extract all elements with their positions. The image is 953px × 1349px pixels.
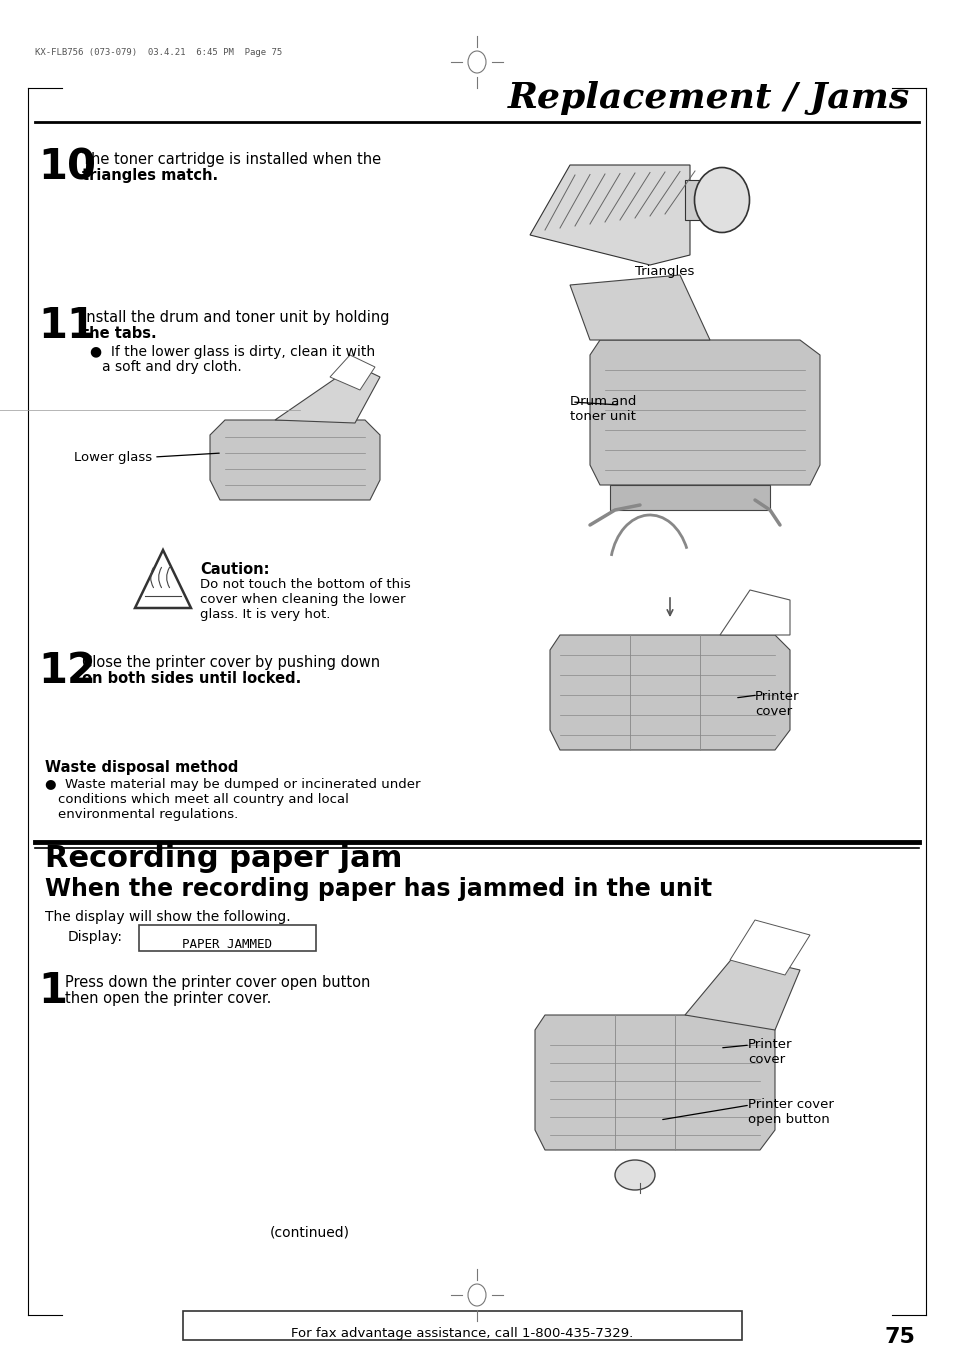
Text: cover when cleaning the lower: cover when cleaning the lower bbox=[200, 594, 405, 606]
Text: toner unit: toner unit bbox=[569, 410, 636, 424]
Text: For fax advantage assistance, call 1-800-435-7329.: For fax advantage assistance, call 1-800… bbox=[291, 1327, 633, 1340]
Text: triangles match.: triangles match. bbox=[82, 169, 218, 183]
Text: Do not touch the bottom of this: Do not touch the bottom of this bbox=[200, 577, 411, 591]
Text: then open the printer cover.: then open the printer cover. bbox=[65, 992, 271, 1006]
Text: ●  If the lower glass is dirty, clean it with: ● If the lower glass is dirty, clean it … bbox=[90, 345, 375, 359]
Text: (continued): (continued) bbox=[270, 1225, 350, 1238]
Text: 75: 75 bbox=[883, 1327, 915, 1348]
Polygon shape bbox=[274, 366, 379, 424]
Text: 11: 11 bbox=[38, 305, 96, 347]
Text: Printer: Printer bbox=[754, 689, 799, 703]
Text: environmental regulations.: environmental regulations. bbox=[58, 808, 238, 822]
Polygon shape bbox=[550, 635, 789, 750]
Text: glass. It is very hot.: glass. It is very hot. bbox=[200, 608, 330, 621]
Text: the tabs.: the tabs. bbox=[82, 326, 156, 341]
Text: cover: cover bbox=[747, 1054, 784, 1066]
Polygon shape bbox=[684, 179, 720, 220]
Text: cover: cover bbox=[754, 706, 791, 718]
Text: KX-FLB756 (073-079)  03.4.21  6:45 PM  Page 75: KX-FLB756 (073-079) 03.4.21 6:45 PM Page… bbox=[35, 49, 282, 57]
Text: Waste disposal method: Waste disposal method bbox=[45, 759, 238, 774]
Text: Lower glass: Lower glass bbox=[73, 451, 152, 464]
Polygon shape bbox=[729, 920, 809, 975]
Text: Caution:: Caution: bbox=[200, 563, 269, 577]
Text: Recording paper jam: Recording paper jam bbox=[45, 844, 402, 873]
Polygon shape bbox=[720, 590, 789, 635]
Text: ●  Waste material may be dumped or incinerated under: ● Waste material may be dumped or incine… bbox=[45, 778, 420, 791]
Polygon shape bbox=[589, 340, 820, 486]
Text: Drum and: Drum and bbox=[569, 395, 636, 407]
Text: PAPER JAMMED: PAPER JAMMED bbox=[182, 938, 272, 951]
Text: on both sides until locked.: on both sides until locked. bbox=[82, 670, 301, 687]
FancyBboxPatch shape bbox=[183, 1311, 741, 1340]
Polygon shape bbox=[535, 1014, 774, 1149]
Polygon shape bbox=[609, 486, 769, 510]
Text: Printer cover: Printer cover bbox=[747, 1098, 833, 1112]
Polygon shape bbox=[569, 275, 709, 340]
Polygon shape bbox=[135, 550, 191, 608]
Text: Close the printer cover by pushing down: Close the printer cover by pushing down bbox=[82, 656, 379, 670]
Text: Triangles: Triangles bbox=[635, 264, 694, 278]
Text: Replacement / Jams: Replacement / Jams bbox=[507, 81, 909, 115]
Text: Printer: Printer bbox=[747, 1037, 792, 1051]
Text: open button: open button bbox=[747, 1113, 829, 1126]
FancyBboxPatch shape bbox=[139, 925, 315, 951]
Text: 12: 12 bbox=[38, 650, 95, 692]
Ellipse shape bbox=[694, 167, 749, 232]
Text: 10: 10 bbox=[38, 147, 96, 189]
Text: Press down the printer cover open button: Press down the printer cover open button bbox=[65, 975, 370, 990]
Polygon shape bbox=[210, 420, 379, 500]
Text: The toner cartridge is installed when the: The toner cartridge is installed when th… bbox=[82, 152, 381, 167]
Text: Display:: Display: bbox=[68, 929, 123, 944]
Polygon shape bbox=[330, 355, 375, 390]
Ellipse shape bbox=[615, 1160, 655, 1190]
Polygon shape bbox=[530, 165, 689, 264]
Text: The display will show the following.: The display will show the following. bbox=[45, 911, 291, 924]
Text: 1: 1 bbox=[38, 970, 67, 1012]
Text: a soft and dry cloth.: a soft and dry cloth. bbox=[102, 360, 241, 374]
Text: When the recording paper has jammed in the unit: When the recording paper has jammed in t… bbox=[45, 877, 711, 901]
Text: conditions which meet all country and local: conditions which meet all country and lo… bbox=[58, 793, 349, 805]
Text: Install the drum and toner unit by holding: Install the drum and toner unit by holdi… bbox=[82, 310, 389, 325]
Polygon shape bbox=[684, 955, 800, 1031]
